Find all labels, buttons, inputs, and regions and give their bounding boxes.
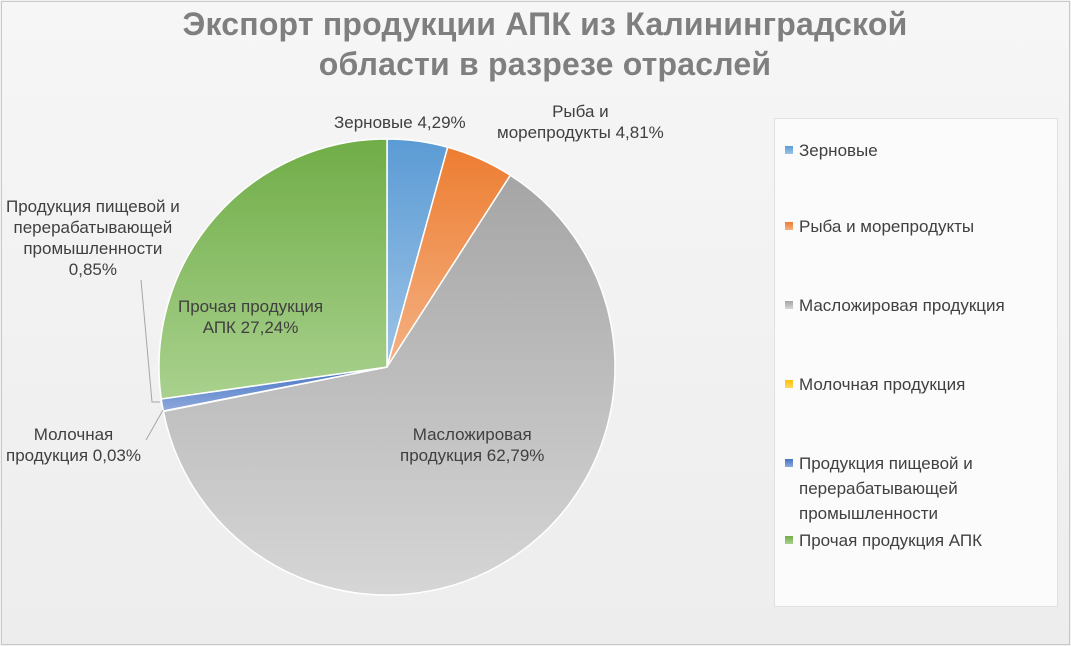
- data-label-dairy-line-1: Молочная: [33, 425, 114, 444]
- legend-swatch-dairy: [785, 380, 793, 388]
- data-label-oil-line-2: продукция 62,79%: [400, 446, 545, 465]
- data-label-fish-line-1: Рыба и: [552, 102, 609, 121]
- legend-label-food-line-1: Продукция пищевой и: [799, 454, 973, 473]
- legend-swatch-oil: [785, 301, 793, 309]
- data-label-grain: Зерновые 4,29%: [334, 113, 466, 132]
- data-label-oil-line-1: Масложировая: [412, 425, 532, 444]
- legend-label-dairy: Молочная продукция: [799, 375, 966, 394]
- legend-label-food-line-3: промышленности: [799, 504, 939, 523]
- legend: Зерновые Рыба и морепродукты Масложирова…: [774, 118, 1058, 607]
- data-label-food-line-4: 0,85%: [68, 260, 117, 279]
- pie-slice-other: [158, 138, 388, 400]
- chart-title-line-1: Экспорт продукции АПК из Калининградской: [182, 6, 908, 42]
- pie-slice-oil: [162, 174, 616, 596]
- data-label-other-line-1: Прочая продукция: [178, 297, 324, 316]
- leader-line-food: [140, 279, 160, 403]
- chart-title-line-2: области в разрезе отраслей: [318, 46, 772, 82]
- leader-line-dairy: [145, 409, 164, 441]
- legend-swatch-other: [785, 536, 793, 544]
- legend-label-fish: Рыба и морепродукты: [799, 217, 975, 236]
- legend-swatch-grain: [785, 146, 793, 154]
- legend-swatch-food: [785, 459, 793, 467]
- legend-label-other: Прочая продукция АПК: [799, 531, 983, 550]
- data-label-food-line-2: перерабатывающей: [13, 218, 173, 237]
- legend-label-oil: Масложировая продукция: [799, 296, 1005, 315]
- data-label-oil: Масложировая продукция 62,79%: [400, 424, 544, 466]
- data-label-other: Прочая продукция АПК 27,24%: [178, 296, 323, 338]
- data-label-dairy: Молочная продукция 0,03%: [6, 424, 141, 466]
- data-label-other-line-2: АПК 27,24%: [202, 318, 299, 337]
- data-label-food: Продукция пищевой и перерабатывающей про…: [6, 196, 180, 280]
- chart-title: Экспорт продукции АПК из Калининградской…: [110, 4, 980, 84]
- data-label-fish: Рыба и морепродукты 4,81%: [497, 101, 664, 143]
- data-label-food-line-1: Продукция пищевой и: [6, 197, 180, 216]
- legend-label-grain: Зерновые: [799, 141, 878, 160]
- data-label-dairy-line-2: продукция 0,03%: [6, 446, 141, 465]
- data-label-food-line-3: промышленности: [23, 239, 163, 258]
- legend-label-food-line-2: перерабатывающей: [799, 479, 958, 498]
- data-label-fish-line-2: морепродукты 4,81%: [497, 123, 664, 142]
- legend-swatch-fish: [785, 222, 793, 230]
